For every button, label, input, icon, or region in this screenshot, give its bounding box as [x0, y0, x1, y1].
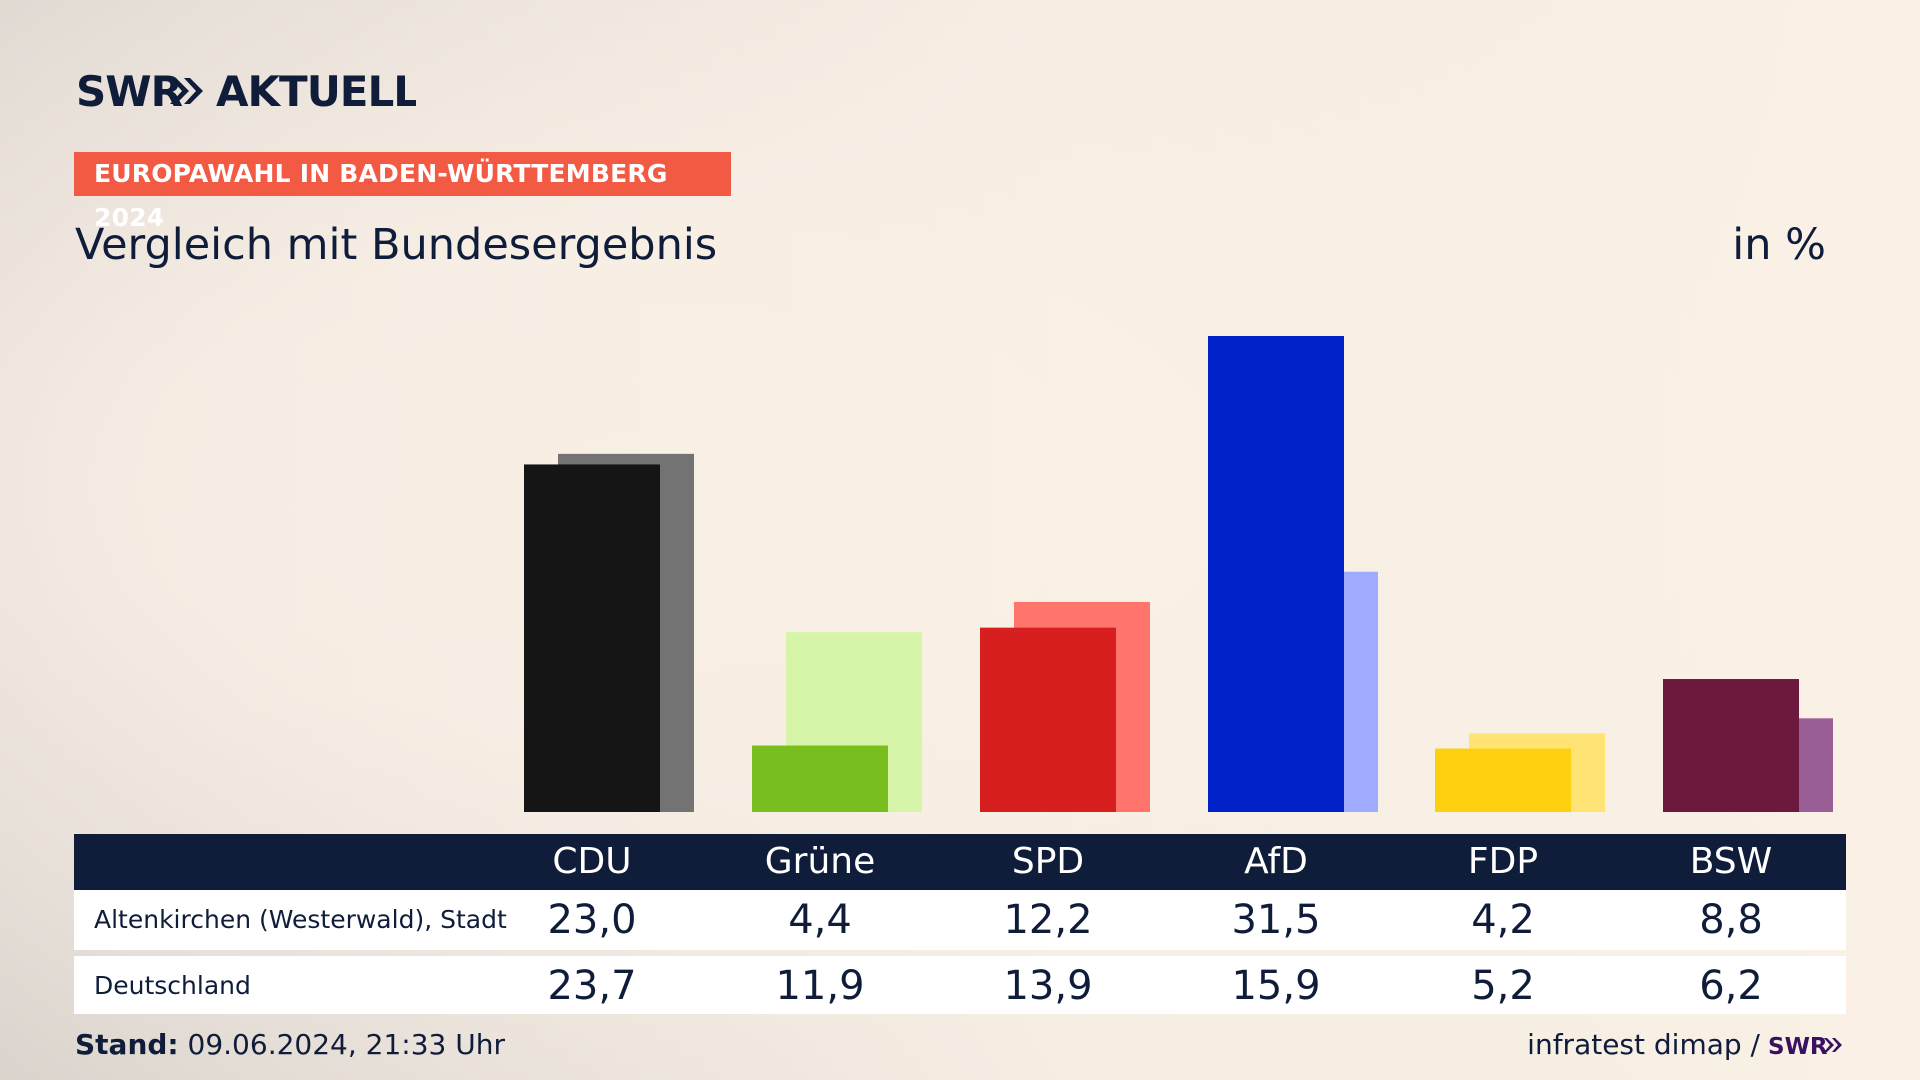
chart-subtitle: Vergleich mit Bundesergebnis — [75, 220, 718, 270]
value-national-grne: 11,9 — [775, 963, 865, 1009]
svg-text:SWR: SWR — [76, 67, 183, 116]
value-local-fdp: 4,2 — [1471, 897, 1535, 943]
value-national-spd: 13,9 — [1003, 963, 1093, 1009]
value-local-grne: 4,4 — [788, 897, 852, 943]
party-label-fdp: FDP — [1467, 841, 1539, 882]
unit-label: in % — [1732, 220, 1826, 270]
value-national-afd: 15,9 — [1231, 963, 1321, 1009]
swr-logo-small: SWR — [1768, 1034, 1842, 1058]
timestamp: Stand: 09.06.2024, 21:33 Uhr — [75, 1028, 505, 1061]
swr-aktuell-logo: SWR AKTUELL — [76, 67, 416, 116]
table-row-national: Deutschland 23,7 11,9 13,9 15,9 5,2 6,2 — [74, 956, 1846, 1014]
party-label-cdu: CDU — [552, 841, 632, 882]
value-local-afd: 31,5 — [1231, 897, 1321, 943]
value-local-bsw: 8,8 — [1699, 897, 1763, 943]
value-national-fdp: 5,2 — [1471, 963, 1535, 1009]
row-label-national: Deutschland — [94, 971, 251, 1000]
table-header: CDU Grüne SPD AfD FDP BSW — [74, 834, 1846, 890]
bar-local-spd — [980, 627, 1116, 812]
stand-value: 09.06.2024, 21:33 Uhr — [187, 1028, 505, 1061]
svg-text:AKTUELL: AKTUELL — [216, 67, 416, 116]
bar-local-bsw — [1663, 679, 1799, 812]
bar-local-afd — [1208, 336, 1344, 812]
party-label-bsw: BSW — [1689, 841, 1773, 882]
results-table: CDU Grüne SPD AfD FDP BSW Altenkirchen (Weste… — [74, 834, 1846, 1014]
bar-local-cdu — [524, 464, 660, 812]
row-label-local: Altenkirchen (Westerwald), Stadt — [94, 905, 507, 934]
source-text: infratest dimap / — [1527, 1028, 1760, 1061]
bar-local-grne — [752, 745, 888, 812]
party-label-afd: AfD — [1244, 841, 1308, 882]
table-row-local: Altenkirchen (Westerwald), Stadt 23,0 4,4… — [74, 890, 1846, 950]
value-national-cdu: 23,7 — [547, 963, 637, 1009]
party-label-grne: Grüne — [764, 841, 876, 882]
svg-text:SWR: SWR — [1768, 1034, 1828, 1058]
source-credit: infratest dimap / SWR — [1527, 1028, 1844, 1061]
value-local-spd: 12,2 — [1003, 897, 1093, 943]
stand-label: Stand: — [75, 1028, 179, 1061]
bar-local-fdp — [1435, 748, 1571, 812]
value-local-cdu: 23,0 — [547, 897, 637, 943]
bar-chart — [524, 336, 1833, 812]
election-kicker: EUROPAWAHL IN BADEN-WÜRTTEMBERG 2024 — [74, 152, 731, 232]
value-national-bsw: 6,2 — [1699, 963, 1763, 1009]
party-label-spd: SPD — [1011, 841, 1085, 882]
